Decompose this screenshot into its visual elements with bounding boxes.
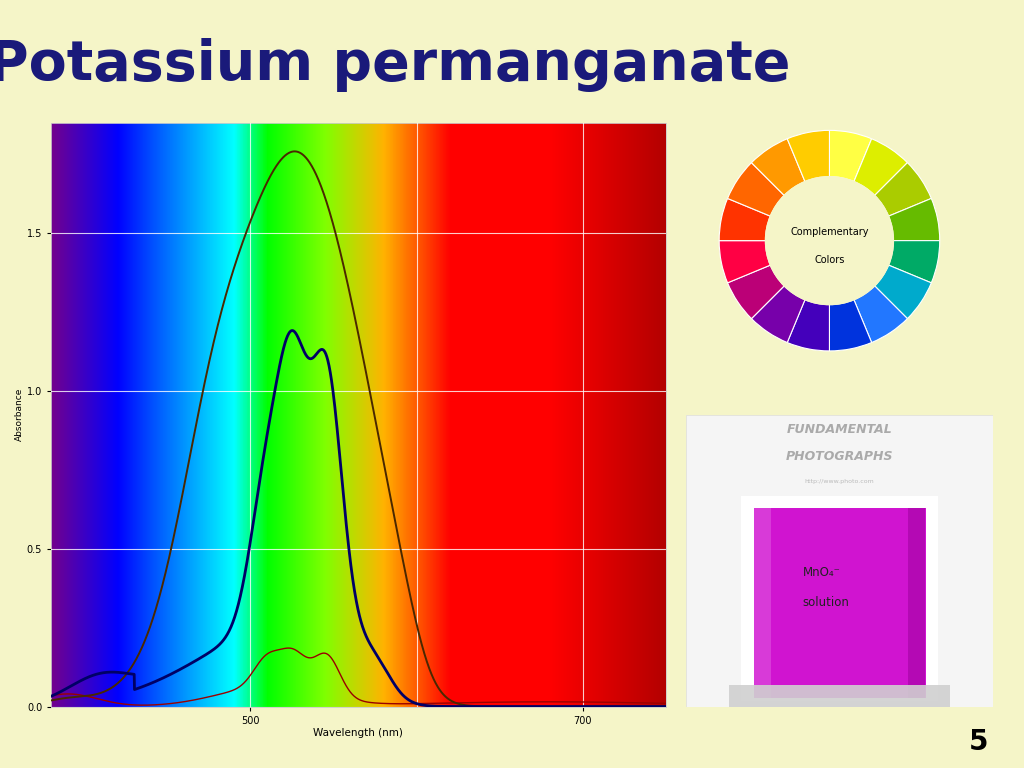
Bar <box>908 508 926 698</box>
Text: 5: 5 <box>969 729 988 756</box>
Text: PHOTOGRAPHS: PHOTOGRAPHS <box>786 450 893 463</box>
Y-axis label: Absorbance: Absorbance <box>15 388 24 442</box>
Text: MnO₄⁻: MnO₄⁻ <box>803 567 841 580</box>
Wedge shape <box>874 265 931 319</box>
X-axis label: Wavelength (nm): Wavelength (nm) <box>313 728 403 738</box>
Wedge shape <box>787 131 829 181</box>
Wedge shape <box>719 198 770 240</box>
Wedge shape <box>787 300 829 351</box>
Circle shape <box>766 177 893 305</box>
Wedge shape <box>829 131 871 181</box>
Text: Colors: Colors <box>814 256 845 266</box>
Wedge shape <box>719 240 770 283</box>
Text: solution: solution <box>803 596 850 609</box>
Bar <box>729 685 950 707</box>
Wedge shape <box>874 163 931 216</box>
Bar <box>754 508 926 698</box>
Text: FUNDAMENTAL: FUNDAMENTAL <box>786 423 893 436</box>
Bar <box>741 496 938 700</box>
Wedge shape <box>889 240 940 283</box>
Text: Potassium permanganate: Potassium permanganate <box>0 38 791 92</box>
Wedge shape <box>854 286 907 343</box>
Wedge shape <box>752 139 805 195</box>
Wedge shape <box>854 139 907 195</box>
Wedge shape <box>829 300 871 351</box>
Text: Complementary: Complementary <box>791 227 868 237</box>
Wedge shape <box>728 265 784 319</box>
Wedge shape <box>889 198 940 240</box>
Bar <box>754 508 770 698</box>
Text: http://www.photo.com: http://www.photo.com <box>805 479 874 484</box>
Wedge shape <box>728 163 784 216</box>
Wedge shape <box>752 286 805 343</box>
